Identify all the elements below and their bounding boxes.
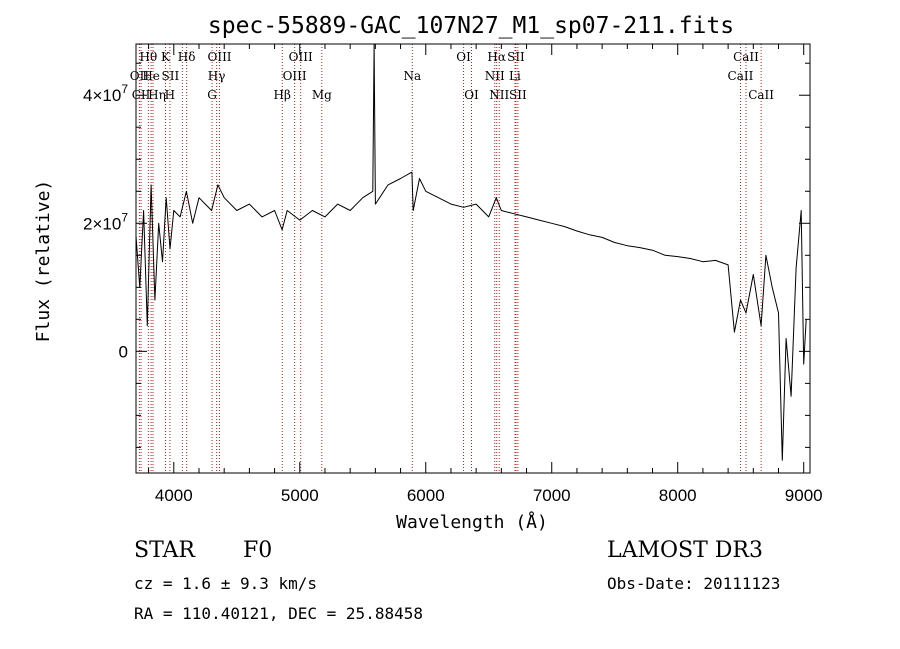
y-tick-label-0: 0 (119, 342, 128, 361)
marker-label-5: K (161, 50, 171, 64)
axes: 4000 5000 6000 7000 8000 9000 0 2×107 4×107 (83, 43, 823, 505)
marker-label-9: OIII (207, 50, 231, 64)
plot-frame (135, 43, 811, 474)
x-tick-label-5: 9000 (785, 486, 823, 505)
marker-label-6: SII (162, 69, 180, 83)
x-tick-label-4: 8000 (659, 486, 697, 505)
marker-label-11: G (207, 88, 217, 102)
marker-label-14: OIII (289, 50, 313, 64)
flux-series-layer (135, 43, 807, 461)
marker-label-8: Hδ (178, 50, 196, 64)
marker-label-25: CaII (733, 50, 759, 64)
y-tick-label-2: 4×107 (83, 82, 128, 105)
marker-label-4: Hη (148, 88, 166, 102)
marker-label-20: Hα (487, 50, 506, 64)
marker-label-26: CaII (728, 69, 754, 83)
marker-label-2: Hθ (139, 50, 157, 64)
marker-label-17: OI (456, 50, 471, 64)
marker-label-16: Na (403, 69, 421, 83)
marker-label-15: Mg (312, 88, 332, 102)
object-class: STAR (134, 538, 195, 563)
marker-label-23: Li (509, 69, 521, 83)
marker-label-18: OI (464, 88, 479, 102)
survey-name: LAMOST DR3 (607, 538, 763, 563)
marker-label-1: OII (130, 69, 150, 83)
redshift-text: cz = 1.6 ± 9.3 km/s (134, 574, 318, 593)
x-tick-label-2: 6000 (407, 486, 445, 505)
marker-label-12: Hβ (274, 88, 291, 102)
marker-label-19: NII (485, 69, 505, 83)
x-axis-label: Wavelength (Å) (396, 511, 548, 533)
x-tick-label-3: 7000 (533, 486, 571, 505)
marker-label-10: Hγ (208, 69, 226, 83)
coordinates-text: RA = 110.40121, DEC = 25.88458 (134, 604, 423, 623)
x-tick-label-0: 4000 (155, 486, 193, 505)
chart-title: spec-55889-GAC_107N27_M1_sp07-211.fits (208, 13, 734, 39)
object-subclass: F0 (243, 538, 273, 563)
obs-date: Obs-Date: 20111123 (607, 574, 781, 593)
y-tick-label-1: 2×107 (83, 210, 128, 233)
marker-label-3: He (142, 69, 160, 83)
series-line-flux (135, 43, 807, 461)
marker-label-27: CaII (748, 88, 774, 102)
marker-label-24: SII (509, 88, 527, 102)
y-axis-label: Flux (relative) (33, 180, 54, 343)
marker-label-21: NII (489, 88, 509, 102)
x-tick-label-1: 5000 (281, 486, 319, 505)
marker-label-22: SII (507, 50, 525, 64)
marker-label-7: H (165, 88, 175, 102)
marker-label-13: OIII (283, 69, 307, 83)
